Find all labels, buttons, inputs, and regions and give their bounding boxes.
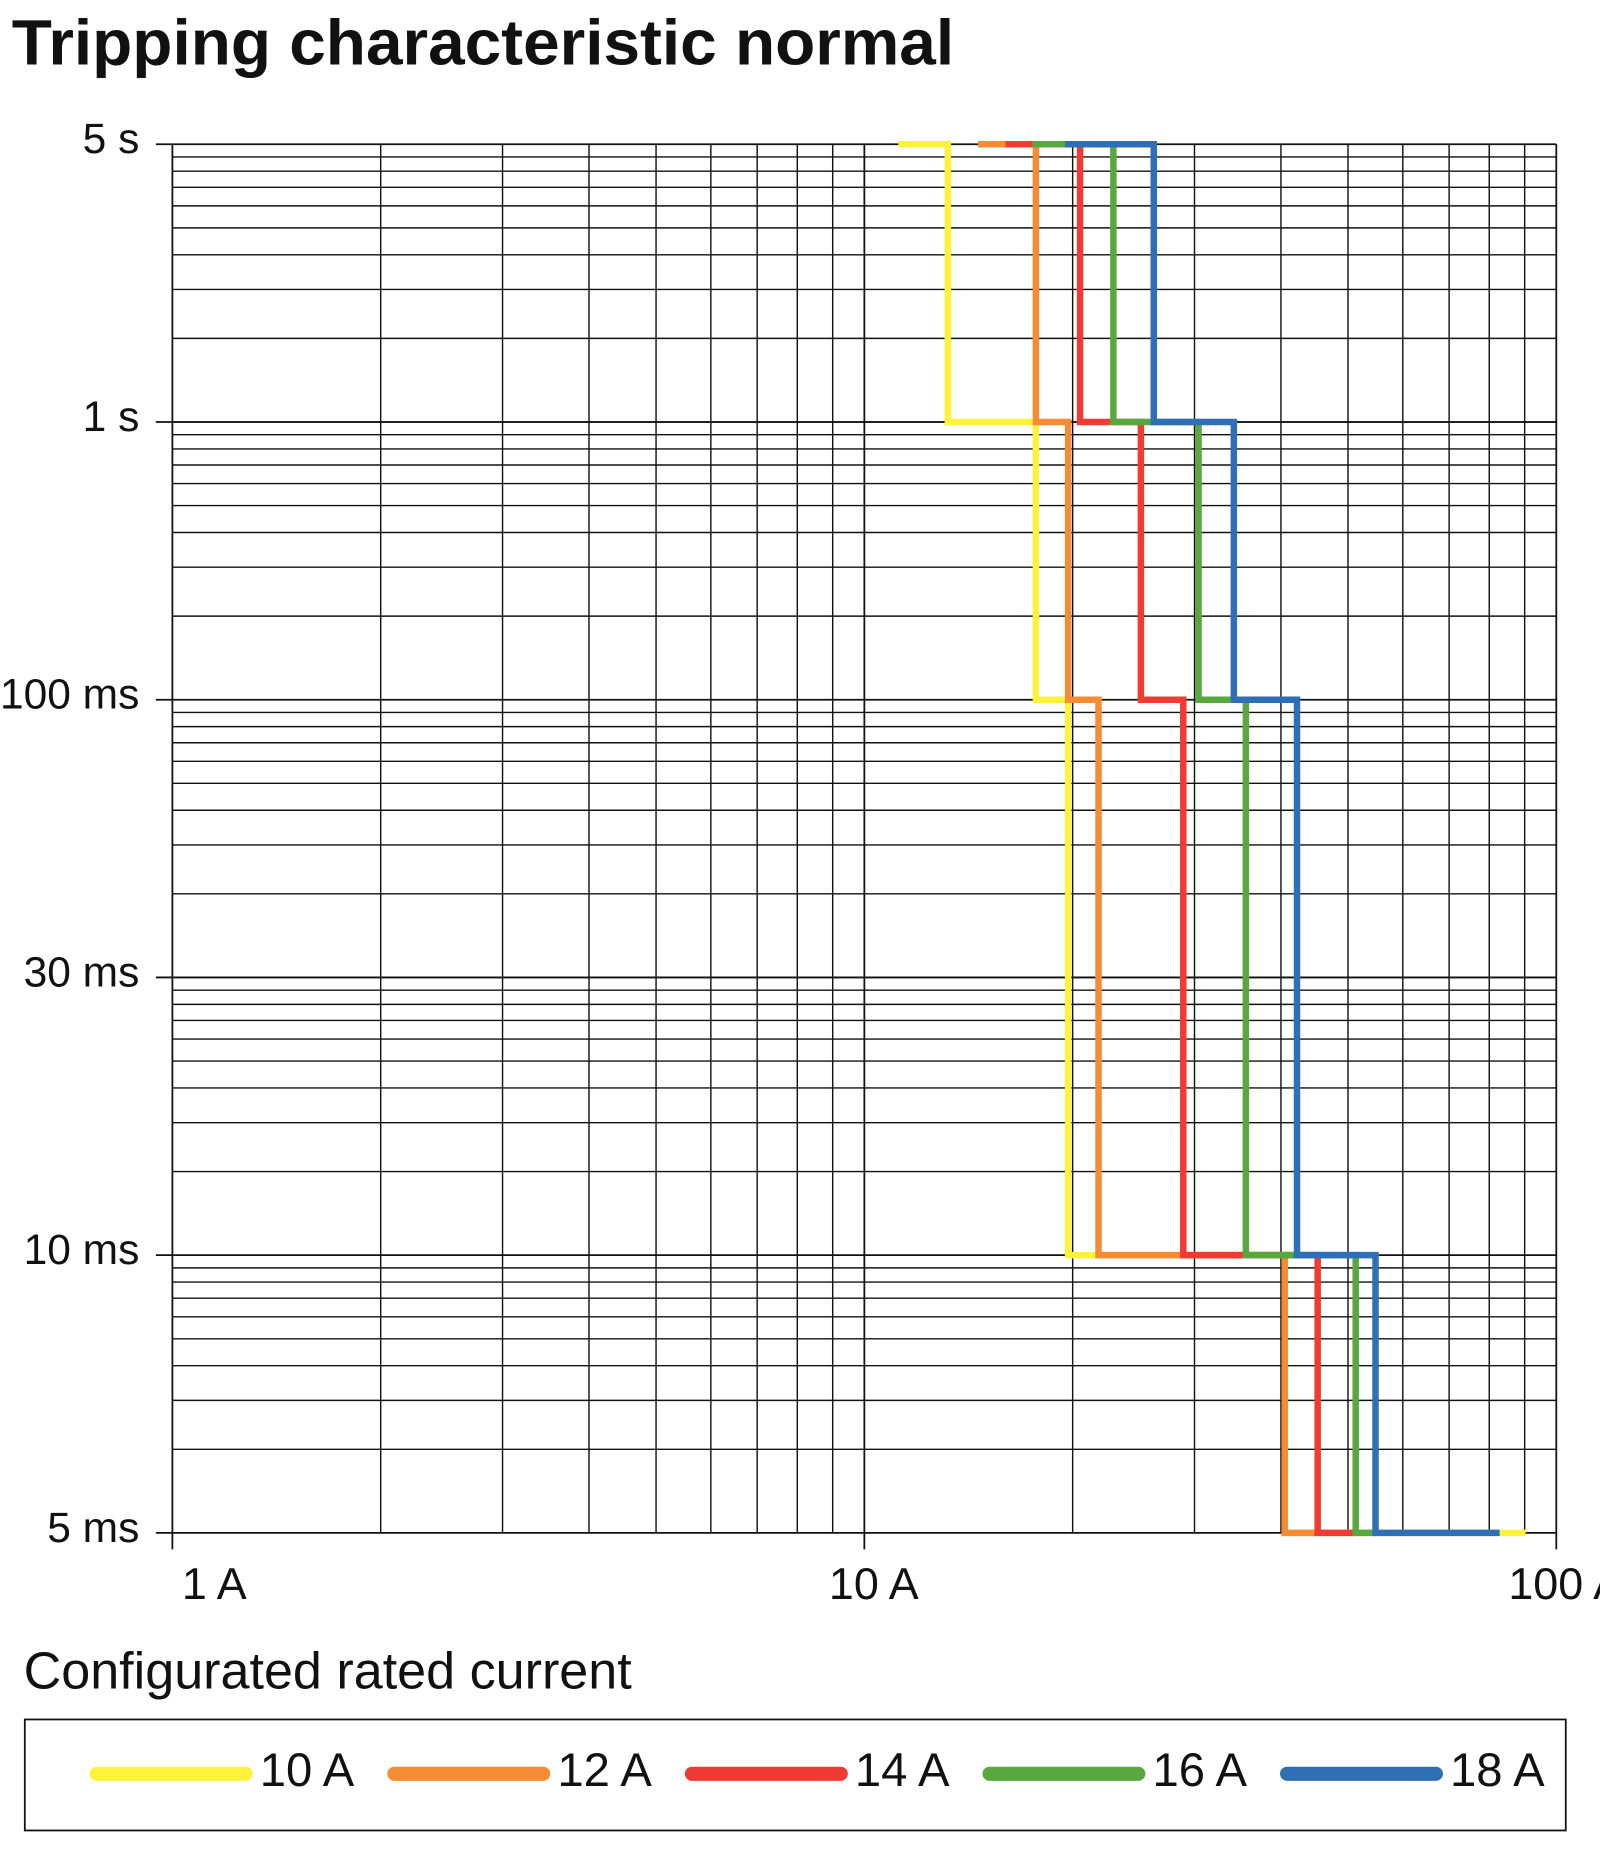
legend-label: 16 A <box>1152 1744 1247 1797</box>
x-tick-label: 10 A <box>829 1558 919 1609</box>
series-line <box>1005 141 1356 1537</box>
legend-label: 14 A <box>855 1744 950 1797</box>
legend-title: Configurated rated current <box>24 1642 633 1700</box>
legend-box <box>23 1718 1567 1832</box>
series-line <box>1065 141 1500 1537</box>
y-tick-label: 5 s <box>83 116 140 163</box>
y-tick-label: 1 s <box>83 394 140 441</box>
series-line <box>978 141 1318 1537</box>
x-tick-label: 100 A <box>1508 1558 1600 1609</box>
y-tick-label: 5 ms <box>47 1505 139 1552</box>
legend-label: 12 A <box>557 1744 652 1797</box>
x-tick-label: 1 A <box>182 1558 247 1609</box>
legend-label: 18 A <box>1450 1744 1545 1797</box>
series-line <box>1032 141 1376 1537</box>
legend-label: 10 A <box>260 1744 355 1797</box>
chart-title: Tripping characteristic normal <box>12 6 954 78</box>
y-tick-label: 30 ms <box>24 949 140 996</box>
y-tick-label: 10 ms <box>24 1227 140 1274</box>
y-tick-label: 100 ms <box>0 672 139 719</box>
